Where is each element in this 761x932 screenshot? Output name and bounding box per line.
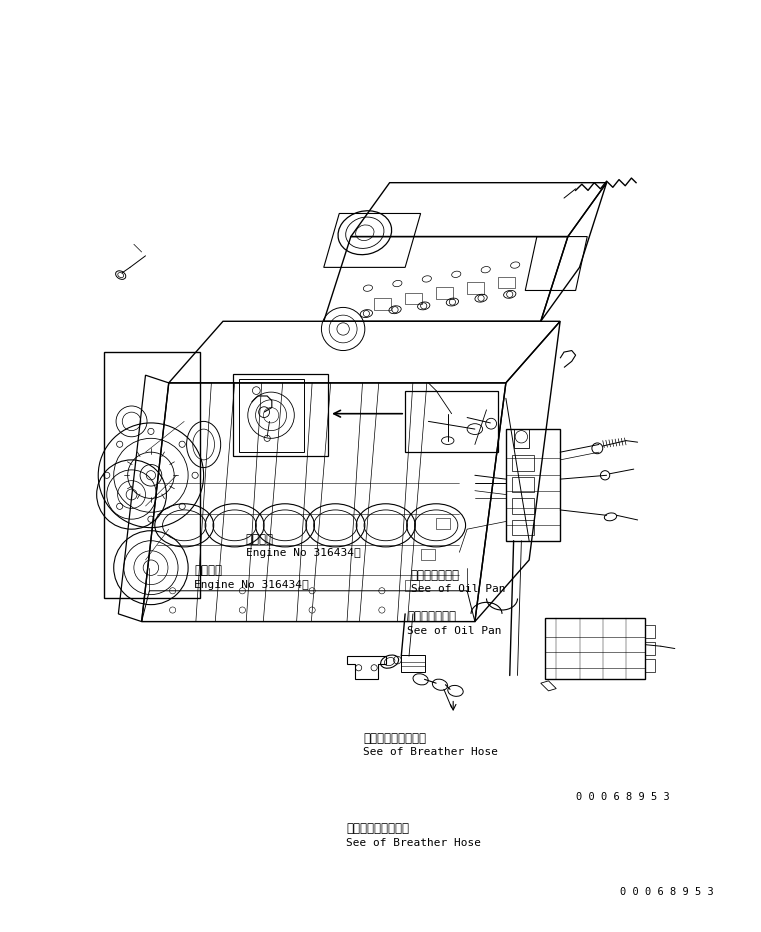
Bar [512,455,533,471]
Text: 0 0 0 6 8 9 5 3: 0 0 0 6 8 9 5 3 [620,886,714,897]
Bar [436,518,450,529]
Bar [512,477,533,492]
Bar [405,391,498,452]
Bar [512,499,533,514]
Bar [405,580,419,591]
Text: ブリーザホース参照: ブリーザホース参照 [346,822,409,835]
Text: Engine No 316434～: Engine No 316434～ [194,580,309,590]
Text: オイルパン参照: オイルパン参照 [411,569,460,582]
Text: 適用号機: 適用号機 [194,564,222,577]
Bar [436,287,453,299]
Text: オイルパン参照: オイルパン参照 [407,610,456,624]
Text: See of Breather Hose: See of Breather Hose [364,747,498,757]
Bar [374,298,391,309]
Text: ブリーザホース参照: ブリーザホース参照 [364,732,426,745]
Bar [405,293,422,305]
Bar [545,618,645,679]
Bar [514,429,529,448]
Bar [401,654,425,672]
Text: See of Oil Pan: See of Oil Pan [407,626,501,637]
Bar [467,282,484,294]
Bar [645,642,654,654]
Bar [645,625,654,637]
Bar [233,374,328,456]
Bar [498,277,515,288]
Bar [645,659,654,672]
Text: 0 0 0 6 8 9 5 3: 0 0 0 6 8 9 5 3 [576,792,670,802]
Text: 適用号機: 適用号機 [246,533,273,546]
Bar [421,549,435,560]
Text: Engine No 316434～: Engine No 316434～ [246,548,360,558]
Text: See of Breather Hose: See of Breather Hose [346,838,481,848]
Bar [512,520,533,535]
Bar [238,379,304,452]
Text: See of Oil Pan: See of Oil Pan [411,584,505,594]
Bar [506,429,560,541]
